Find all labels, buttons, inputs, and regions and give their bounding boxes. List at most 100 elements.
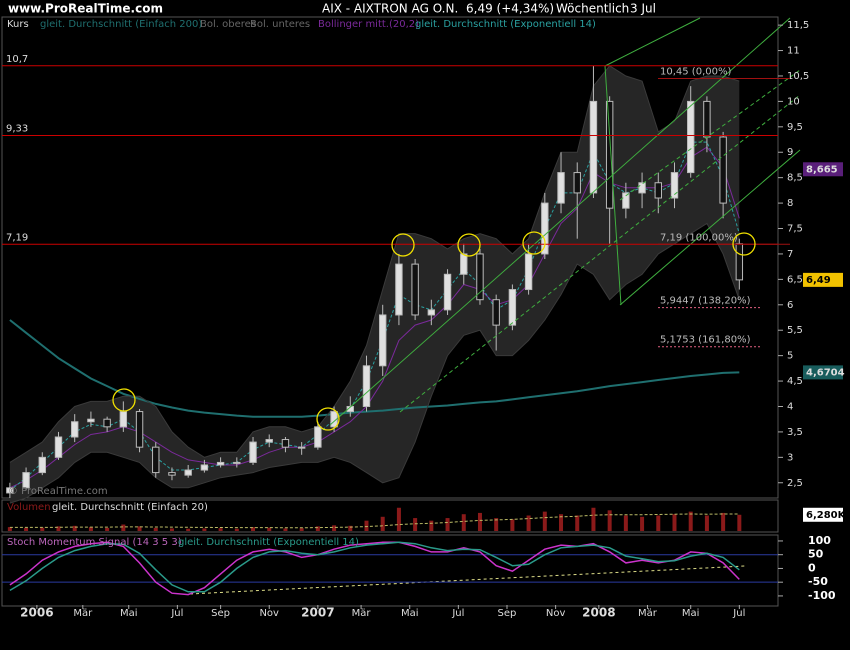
y-tick-label: 6,5 — [787, 274, 803, 285]
highlight-circle — [522, 231, 546, 255]
value-badge — [803, 272, 843, 287]
trend-line — [329, 17, 791, 426]
trend-line — [604, 65, 622, 306]
volume-bar — [429, 520, 434, 531]
candle-body — [395, 263, 403, 316]
volume-bar — [202, 528, 207, 531]
volume-bar — [315, 526, 320, 531]
oscillator-line — [9, 541, 740, 593]
candle-body — [524, 253, 533, 291]
legend-entry: Stoch Momentum Signal (14 3 5 3) — [7, 537, 182, 548]
price-panel — [1, 16, 779, 499]
legend-entry: Bol. oberes — [200, 19, 256, 30]
volume-bar — [348, 525, 353, 531]
volume-bar — [234, 528, 239, 531]
candle-body — [362, 365, 371, 407]
legend-entry: Bol. unteres — [250, 19, 310, 30]
x-tick-label: 2008 — [582, 606, 615, 620]
highlight-circle — [316, 407, 340, 431]
candle-body — [216, 461, 225, 466]
y-tick-label: 3,5 — [787, 427, 803, 438]
volume-bar — [7, 527, 12, 531]
candle-body — [460, 253, 468, 275]
candle-body — [249, 441, 257, 463]
volume-bar — [299, 528, 304, 531]
volume-bar — [656, 515, 661, 531]
change: 6,49 (+4,34%) — [466, 2, 554, 16]
value-badge — [803, 507, 843, 522]
date: 3 Jul — [630, 2, 656, 16]
candle-body — [703, 100, 711, 138]
y-tick-label: -50 — [808, 575, 828, 588]
candle-body — [297, 446, 306, 449]
candle-body — [427, 309, 436, 316]
y-tick-label: 11 — [787, 46, 800, 57]
candle-body — [443, 273, 452, 311]
candle-body — [589, 100, 598, 194]
legend-entry: Bollinger mitt.(20,2) — [318, 19, 419, 30]
volume-bar — [607, 510, 612, 531]
y-tick-label: 8,5 — [787, 173, 803, 184]
candle-body — [541, 202, 549, 255]
candle-body — [605, 100, 614, 209]
volume-bar — [169, 528, 174, 531]
candle-body — [152, 446, 160, 474]
y-tick-label: 11,5 — [787, 20, 809, 31]
volume-panel — [1, 499, 779, 533]
x-tick-label: 2006 — [20, 606, 53, 620]
candle-body — [670, 172, 679, 199]
legend-entry: gleit. Durchschnitt (Exponentiell 14) — [415, 19, 596, 30]
candle-body — [314, 426, 322, 448]
value-badge — [803, 162, 843, 177]
volume-bar — [40, 527, 45, 531]
fib-label: 10,45 (0,00%) — [660, 67, 731, 78]
volume-bar — [251, 527, 256, 531]
candle-body — [54, 436, 63, 458]
candle-body — [492, 299, 500, 326]
x-tick-label: Sep — [211, 608, 230, 619]
candle-body — [508, 289, 517, 326]
candle-body — [638, 182, 646, 194]
candle-body — [265, 439, 273, 443]
volume-bar — [445, 518, 450, 531]
highlight-circle — [732, 232, 756, 256]
volume-bar — [396, 507, 401, 531]
y-tick-label: 9,5 — [787, 122, 803, 133]
volume-average — [9, 513, 740, 529]
legend-entry: gleit. Durchschnitt (Einfach 20) — [52, 502, 208, 513]
trend-line — [399, 94, 801, 413]
volume-bar — [72, 525, 77, 531]
trend-line — [604, 17, 701, 67]
support-label: 9,33 — [6, 123, 28, 134]
volume-bar — [364, 520, 369, 531]
panel-label: Kurs — [7, 19, 29, 30]
volume-bar — [56, 526, 61, 531]
y-tick-label: 5 — [787, 351, 793, 362]
candle-body — [168, 472, 176, 476]
candle-body — [411, 263, 419, 316]
candle-body — [200, 464, 209, 471]
y-tick-label: 9 — [787, 147, 793, 158]
volume-bar — [105, 527, 110, 531]
fib-label: 5,1753 (161,80%) — [660, 335, 751, 346]
x-tick-label: 2007 — [301, 606, 334, 620]
candle-body — [119, 411, 128, 428]
bollinger-fill — [9, 65, 740, 504]
stoch-panel — [1, 534, 779, 607]
candle-body — [87, 418, 95, 423]
volume-bar — [137, 526, 142, 531]
support-label: 7,19 — [6, 232, 28, 243]
badge-label: 6,280K — [806, 510, 847, 521]
y-tick-label: 4,5 — [787, 376, 803, 387]
volume-bar — [510, 519, 515, 531]
x-tick-label: Mai — [120, 608, 138, 619]
y-tick-label: 7,5 — [787, 224, 803, 235]
fib-label: 7,19 (100,00%) — [660, 232, 738, 243]
volume-bar — [332, 525, 337, 531]
candle-body — [557, 172, 565, 204]
candle-body — [735, 243, 744, 281]
site: www.ProRealTime.com — [8, 2, 163, 16]
x-tick-label: Sep — [498, 608, 517, 619]
y-tick-label: -100 — [808, 589, 836, 602]
candle-body — [281, 439, 290, 448]
